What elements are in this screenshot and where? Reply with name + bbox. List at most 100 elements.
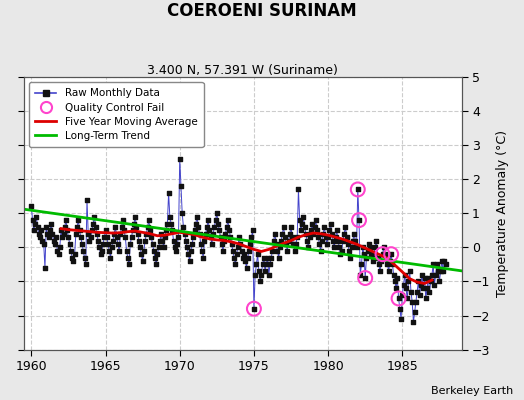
Point: [383, 261, 391, 268]
Point: [400, 272, 409, 278]
Point: [365, 241, 373, 247]
Point: [309, 230, 318, 237]
Point: [35, 230, 43, 237]
Point: [110, 230, 118, 237]
Point: [213, 210, 221, 216]
Point: [310, 224, 319, 230]
Point: [174, 234, 183, 240]
Point: [275, 254, 283, 261]
Point: [335, 244, 343, 250]
Point: [354, 186, 362, 193]
Point: [92, 224, 100, 230]
Point: [177, 183, 185, 189]
Title: 3.400 N, 57.391 W (Suriname): 3.400 N, 57.391 W (Suriname): [147, 64, 338, 77]
Point: [211, 217, 220, 223]
Point: [289, 241, 298, 247]
Point: [182, 237, 190, 244]
Point: [350, 230, 358, 237]
Point: [125, 261, 133, 268]
Point: [433, 261, 441, 268]
Point: [381, 251, 389, 257]
Point: [103, 234, 111, 240]
Point: [172, 248, 180, 254]
Point: [54, 251, 63, 257]
Point: [406, 268, 414, 274]
Point: [28, 217, 37, 223]
Y-axis label: Temperature Anomaly (°C): Temperature Anomaly (°C): [496, 130, 509, 297]
Point: [43, 230, 51, 237]
Point: [248, 227, 257, 234]
Point: [38, 237, 47, 244]
Point: [192, 220, 200, 227]
Point: [83, 196, 91, 203]
Point: [297, 227, 305, 234]
Point: [138, 258, 147, 264]
Point: [368, 258, 377, 264]
Point: [209, 230, 217, 237]
Point: [205, 227, 214, 234]
Point: [167, 220, 175, 227]
Point: [389, 272, 398, 278]
Point: [145, 217, 153, 223]
Point: [94, 237, 102, 244]
Point: [189, 234, 198, 240]
Point: [348, 237, 357, 244]
Point: [408, 299, 417, 305]
Point: [31, 220, 39, 227]
Point: [387, 251, 396, 257]
Point: [171, 244, 179, 250]
Point: [198, 248, 206, 254]
Point: [223, 224, 231, 230]
Point: [281, 234, 289, 240]
Point: [264, 254, 272, 261]
Point: [148, 241, 157, 247]
Point: [256, 278, 264, 285]
Point: [388, 261, 397, 268]
Point: [238, 254, 247, 261]
Point: [369, 251, 378, 257]
Point: [130, 220, 138, 227]
Point: [333, 227, 341, 234]
Point: [307, 227, 315, 234]
Point: [90, 214, 99, 220]
Point: [304, 244, 312, 250]
Point: [147, 234, 156, 240]
Point: [254, 251, 262, 257]
Point: [227, 241, 236, 247]
Point: [41, 265, 49, 271]
Point: [329, 237, 337, 244]
Point: [57, 227, 65, 234]
Point: [399, 282, 408, 288]
Point: [144, 224, 152, 230]
Point: [319, 230, 328, 237]
Point: [96, 251, 105, 257]
Point: [149, 248, 158, 254]
Point: [225, 227, 233, 234]
Point: [405, 278, 413, 285]
Point: [403, 295, 411, 302]
Point: [355, 217, 363, 223]
Point: [308, 220, 316, 227]
Point: [47, 220, 56, 227]
Point: [106, 254, 115, 261]
Point: [339, 237, 347, 244]
Point: [277, 237, 285, 244]
Point: [173, 241, 181, 247]
Point: [107, 244, 116, 250]
Point: [241, 258, 249, 264]
Point: [302, 230, 310, 237]
Point: [416, 292, 424, 298]
Point: [69, 258, 78, 264]
Point: [343, 234, 351, 240]
Point: [265, 272, 273, 278]
Point: [64, 234, 73, 240]
Point: [104, 241, 112, 247]
Point: [386, 258, 394, 264]
Point: [328, 230, 336, 237]
Point: [200, 237, 209, 244]
Point: [347, 244, 356, 250]
Point: [176, 156, 184, 162]
Point: [423, 285, 431, 292]
Point: [120, 227, 128, 234]
Point: [320, 224, 329, 230]
